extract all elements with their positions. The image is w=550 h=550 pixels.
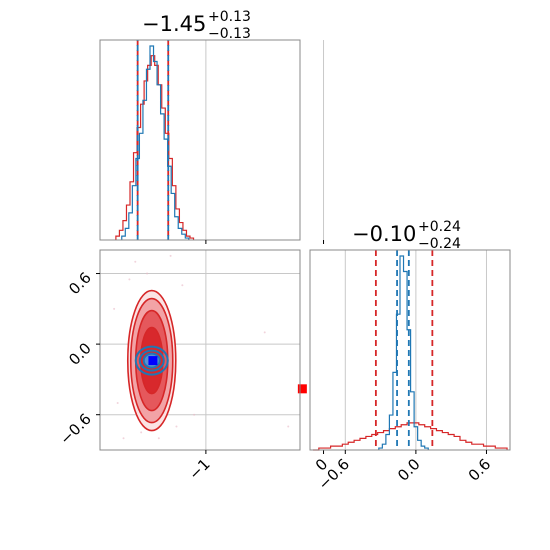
hist1-frame [99, 39, 301, 241]
scatter-sample-point [128, 278, 131, 281]
blue-density-contour-1 [134, 345, 169, 376]
scatter-sample-point [122, 437, 125, 440]
scatter-sample-point [181, 284, 184, 287]
title-param1-plus: +0.13 [208, 9, 251, 25]
title-param2: −0.10 +0.24 −0.24 [352, 219, 461, 252]
ytick-label-param2: −0.6 [56, 410, 94, 448]
ytick-label-param2: 0.6 [65, 269, 95, 299]
scatter-sample-point [169, 254, 172, 257]
xtick-label-param2: 0.6 [465, 455, 495, 485]
scatter-sample-point [193, 413, 196, 416]
truth-marker-1 [148, 356, 158, 366]
scatter-sample-point [116, 401, 119, 404]
title-param1-median: −1.45 [142, 12, 206, 36]
xtick-label-param1: −1 [185, 455, 213, 483]
scatter-frame [99, 249, 301, 451]
scatter-sample-point [175, 425, 178, 428]
title-param2-median: −0.10 [352, 222, 416, 246]
hist2-red-series [312, 422, 508, 451]
histogram-param2-panel [309, 249, 511, 454]
xtick-label-param2: 0.0 [394, 455, 424, 485]
scatter-sample-point [113, 307, 116, 310]
histogram-param1-panel [99, 39, 325, 244]
truth-marker-2 [297, 384, 307, 394]
hist1-blue-series [121, 45, 190, 240]
scatter-sample-point [146, 272, 149, 275]
blue-density-contour-2 [138, 349, 165, 372]
joint-density-panel [96, 249, 396, 454]
title-param2-minus: −0.24 [418, 236, 461, 252]
ytick-label-param2: 0.0 [65, 339, 95, 369]
hist1-red-series [115, 55, 195, 240]
title-param2-plus: +0.24 [418, 219, 461, 235]
scatter-sample-point [157, 437, 160, 440]
title-param1: −1.45 +0.13 −0.13 [142, 9, 251, 42]
title-param1-minus: −0.13 [208, 26, 251, 42]
hist1-background [100, 40, 300, 240]
hist2-frame [309, 249, 511, 451]
hist2-blue-series [378, 255, 429, 450]
scatter-sample-point [140, 431, 143, 434]
scatter-sample-point [134, 260, 137, 263]
scatter-sample-point [287, 425, 290, 428]
scatter-sample-point [263, 331, 266, 334]
